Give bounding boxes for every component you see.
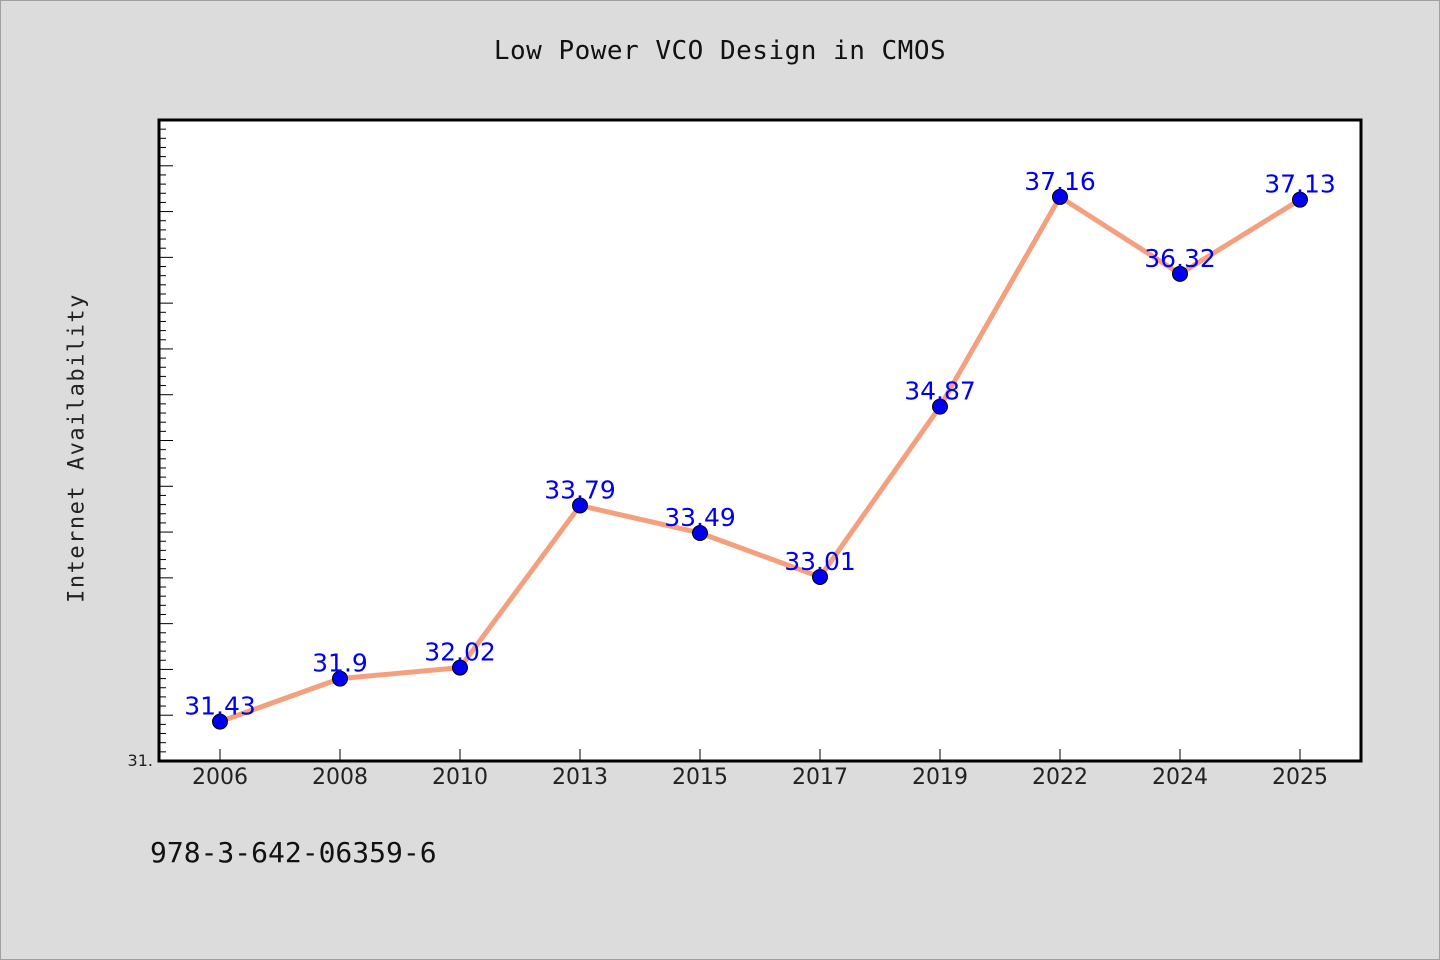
data-point — [212, 713, 228, 730]
isbn-text: 978-3-642-06359-6 — [150, 836, 437, 869]
data-markers — [212, 188, 1308, 730]
data-point — [1172, 265, 1188, 282]
data-label: 37.16 — [1024, 167, 1096, 196]
x-tick-label: 2024 — [1152, 765, 1208, 790]
data-label: 31.9 — [312, 649, 368, 678]
data-label: 36.32 — [1144, 244, 1216, 273]
data-point — [932, 398, 948, 415]
x-tick-label: 2008 — [312, 765, 368, 790]
data-label: 31.43 — [184, 692, 256, 721]
y-tick-label-min: 31. — [128, 751, 153, 770]
data-point — [812, 568, 828, 585]
data-label: 33.79 — [544, 476, 616, 505]
x-tick-label: 2015 — [672, 765, 728, 790]
x-tick-label: 2025 — [1272, 765, 1328, 790]
x-tick-label: 2022 — [1032, 765, 1088, 790]
data-label: 33.01 — [784, 547, 856, 576]
data-label: 33.49 — [664, 503, 736, 532]
x-tick-label: 2006 — [192, 765, 248, 790]
data-point — [332, 670, 348, 687]
x-tick-label: 2010 — [432, 765, 488, 790]
series-line — [219, 194, 1302, 724]
y-axis-ticks — [159, 128, 173, 753]
data-label: 37.13 — [1264, 170, 1336, 199]
data-labels: 31.43 31.9 32.02 33.79 33.49 33.01 34.87 37.16 3… — [184, 167, 1336, 721]
data-point — [1052, 188, 1068, 205]
data-point — [452, 659, 468, 676]
plot-area — [157, 118, 1363, 763]
x-tick-label: 2013 — [552, 765, 608, 790]
data-point — [1292, 191, 1308, 208]
x-axis-ticks: 2006 2008 2010 2013 2015 2017 2019 2022 2024 2025 — [192, 749, 1328, 790]
data-point — [692, 524, 708, 541]
data-point — [572, 497, 588, 514]
x-tick-label: 2017 — [792, 765, 848, 790]
x-tick-label: 2019 — [912, 765, 968, 790]
data-label: 32.02 — [424, 638, 496, 667]
chart-title: Low Power VCO Design in CMOS — [493, 36, 947, 66]
data-label: 34.87 — [904, 377, 976, 406]
